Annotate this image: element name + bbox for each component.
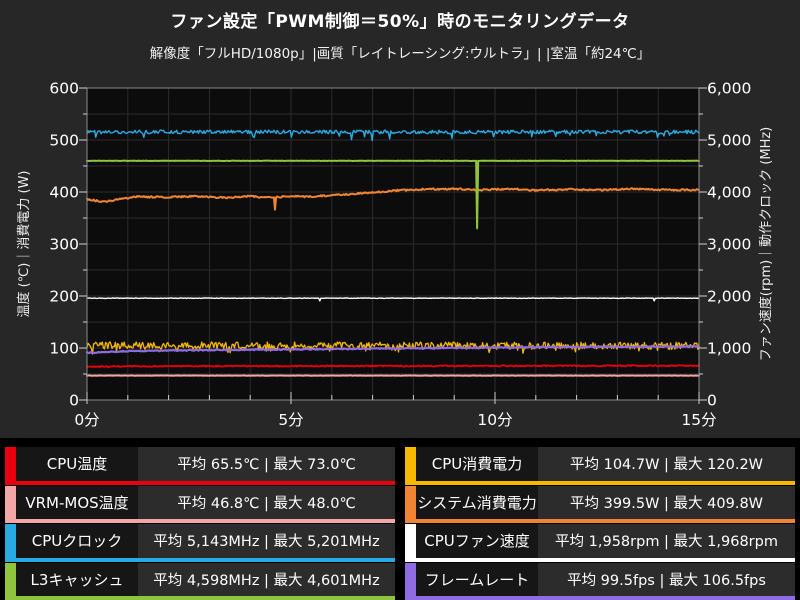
x-tick-label: 5分 [278,411,303,429]
y-left-axis-title: 温度 (℃)｜消費電力 (W) [16,170,32,317]
chart-panel: ファン設定「PWM制御＝50%」時のモニタリングデータ 解像度「フルHD/108… [0,0,800,438]
series-line-8 [86,129,700,142]
series-line-6 [86,187,700,211]
legend-series-label: システム消費電力 [416,485,538,519]
y-left-tick-label: 600 [49,80,79,98]
y-left-tick-label: 200 [49,288,79,306]
series-line-4 [85,344,701,355]
axis-ticks [79,87,707,404]
y-right-axis-title: ファン速度(rpm)｜動作クロック (MHz) [758,127,774,362]
legend-series-label: CPUファン速度 [416,524,538,558]
legend-series-stats: 平均 1,958rpm | 最大 1,968rpm [538,524,795,558]
legend-series-stats: 平均 65.5℃ | 最大 73.0℃ [138,447,395,481]
series-lines [85,129,701,377]
legend-series-label: L3キャッシュ [16,562,138,596]
series-line-3 [86,341,700,355]
chart-title: ファン設定「PWM制御＝50%」時のモニタリングデータ [170,12,630,32]
legend-series-stats: 平均 399.5W | 最大 409.8W [538,485,795,519]
legend-series-label: CPU消費電力 [416,447,538,481]
y-left-tick-label: 300 [49,236,79,254]
legend-series-stats: 平均 4,598MHz | 最大 4,601MHz [138,562,395,596]
y-right-tick-label: 4,000 [707,184,751,202]
legend-row-cpu-power: CPU消費電力 平均 104.7W | 最大 120.2W [405,447,795,485]
y-right-tick-label: 2,000 [707,288,751,306]
x-tick-label: 15分 [681,411,716,429]
monitoring-chart: 600 500 400 300 200 100 0 6,000 5,000 4,000 3,000 2… [16,80,774,430]
series-line-5 [86,297,700,302]
y-right-tick-label: 6,000 [707,80,751,98]
legend-row-cpu-temp: CPU温度 平均 65.5℃ | 最大 73.0℃ [5,447,395,485]
legend-row-vrm-mos-temp: VRM-MOS温度 平均 46.8℃ | 最大 48.0℃ [5,485,395,523]
legend-row-cpu-clock: CPUクロック 平均 5,143MHz | 最大 5,201MHz [5,524,395,562]
chart-subtitle: 解像度「フルHD/1080p」|画質「レイトレーシング:ウルトラ」| |室温「約… [149,46,651,62]
legend-row-system-power: システム消費電力 平均 399.5W | 最大 409.8W [405,485,795,523]
y-right-tick-label: 5,000 [707,132,751,150]
y-left-tick-label: 100 [49,340,79,358]
y-left-tick-label: 0 [69,392,79,410]
y-right-tick-label: 3,000 [707,236,751,254]
legend-series-label: フレームレート [416,562,538,596]
x-tick-label: 10分 [477,411,512,429]
legend-table: CPU温度 平均 65.5℃ | 最大 73.0℃ CPU消費電力 平均 104… [0,447,800,600]
y-right-tick-label: 0 [707,392,717,410]
x-tick-label: 0分 [74,411,99,429]
axis-tick-labels: 600 500 400 300 200 100 0 6,000 5,000 4,000 3,000 2… [49,80,751,430]
legend-series-label: CPUクロック [16,524,138,558]
legend-series-stats: 平均 46.8℃ | 最大 48.0℃ [138,485,395,519]
legend-series-label: VRM-MOS温度 [16,485,138,519]
legend-series-stats: 平均 99.5fps | 最大 106.5fps [538,562,795,596]
legend-row-frame-rate: フレームレート 平均 99.5fps | 最大 106.5fps [405,562,795,600]
legend-series-label: CPU温度 [16,447,138,481]
series-line-7 [86,159,700,230]
series-line-2 [86,364,700,369]
y-left-tick-label: 400 [49,184,79,202]
legend-series-stats: 平均 104.7W | 最大 120.2W [538,447,795,481]
y-right-tick-label: 1,000 [707,340,751,358]
legend-series-stats: 平均 5,143MHz | 最大 5,201MHz [138,524,395,558]
legend-row-cpu-fan-speed: CPUファン速度 平均 1,958rpm | 最大 1,968rpm [405,524,795,562]
legend-row-l3-cache: L3キャッシュ 平均 4,598MHz | 最大 4,601MHz [5,562,395,600]
y-left-tick-label: 500 [49,132,79,150]
